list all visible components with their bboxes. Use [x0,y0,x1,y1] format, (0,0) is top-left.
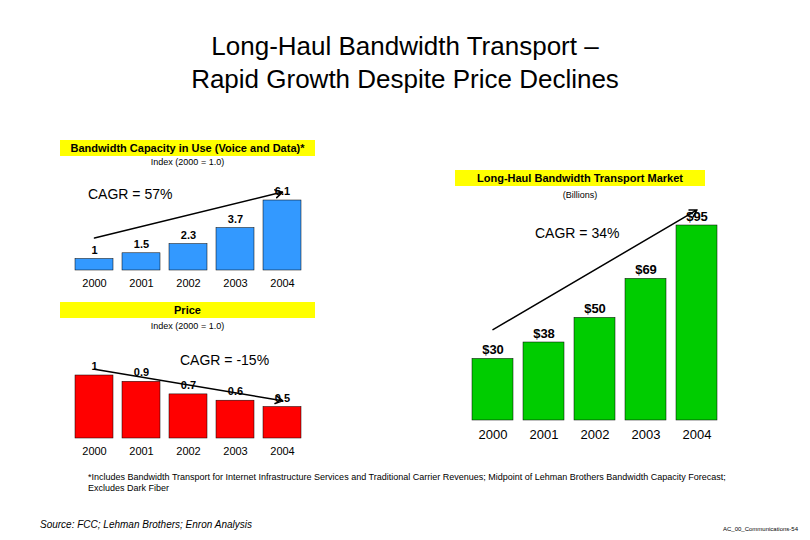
svg-text:2004: 2004 [683,427,712,442]
svg-text:1: 1 [91,244,97,256]
svg-text:2003: 2003 [632,427,661,442]
svg-text:2000: 2000 [82,277,106,289]
svg-text:$69: $69 [635,262,657,277]
html-text:(Billions): (Billions) [562,190,598,200]
html-text:CAGR = 57%: CAGR = 57% [88,186,173,202]
svg-text:3.7: 3.7 [228,213,243,225]
svg-text:2000: 2000 [479,427,508,442]
svg-text:2002: 2002 [581,427,610,442]
svg-text:2001: 2001 [129,277,153,289]
svg-text:2004: 2004 [270,277,294,289]
html-text:*Includes Bandwidth Transport: *Includes Bandwidth Transport for Intern… [88,472,726,493]
html-text:Rapid Growth Despite Price Dec: Rapid Growth Despite Price Declines [191,64,619,94]
svg-text:0.7: 0.7 [181,379,196,391]
svg-text:2003: 2003 [223,445,247,457]
html-text:CAGR = 34%: CAGR = 34% [535,225,620,241]
svg-text:0.6: 0.6 [228,385,243,397]
html-text:Bandwidth Capacity in Use (Voi: Bandwidth Capacity in Use (Voice and Dat… [70,142,305,154]
html-text:Long-Haul Bandwidth Transport: Long-Haul Bandwidth Transport Market [477,172,683,184]
html-text:Source: FCC; Lehman Brothers;: Source: FCC; Lehman Brothers; Enron Anal… [40,519,252,530]
html-text:CAGR = -15%: CAGR = -15% [180,352,270,368]
svg-text:$38: $38 [533,326,555,341]
svg-text:$95: $95 [686,209,708,224]
html-text:Index (2000 = 1.0): Index (2000 = 1.0) [150,321,225,331]
svg-text:$30: $30 [482,342,504,357]
html-text:Price: Price [174,304,201,316]
svg-text:$50: $50 [584,301,606,316]
svg-text:0.9: 0.9 [134,366,149,378]
svg-text:1.5: 1.5 [134,238,149,250]
svg-text:2000: 2000 [82,445,106,457]
svg-text:2003: 2003 [223,277,247,289]
html-text:Index (2000 = 1.0): Index (2000 = 1.0) [150,157,225,167]
svg-text:1: 1 [91,360,97,372]
svg-text:0.5: 0.5 [275,392,290,404]
svg-text:6.1: 6.1 [275,185,290,197]
svg-text:2001: 2001 [530,427,559,442]
svg-text:2.3: 2.3 [181,229,196,241]
svg-text:2004: 2004 [270,445,294,457]
svg-text:2001: 2001 [129,445,153,457]
html-text:Long-Haul Bandwidth Transport: Long-Haul Bandwidth Transport – [211,31,599,61]
svg-text:2002: 2002 [176,445,200,457]
svg-text:2002: 2002 [176,277,200,289]
html-text:AC_00_Communications-54: AC_00_Communications-54 [723,526,798,532]
